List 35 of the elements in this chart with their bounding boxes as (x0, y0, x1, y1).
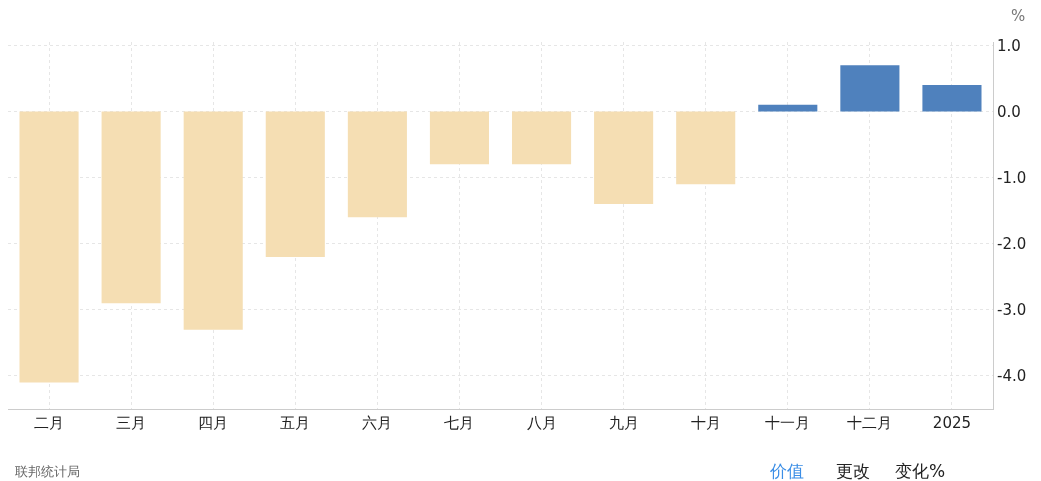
bar (758, 104, 818, 112)
bar (265, 111, 325, 257)
bar (183, 111, 243, 330)
y-axis-title: % (1011, 7, 1026, 25)
x-tick-label: 九月 (608, 414, 639, 432)
bar (594, 111, 654, 205)
bar (840, 65, 900, 112)
text: 更改 (836, 461, 870, 481)
x-tick-label: 六月 (362, 414, 393, 432)
bar (511, 111, 572, 165)
x-tick-label: 八月 (526, 414, 557, 432)
x-tick-label: 十二月 (847, 414, 893, 432)
bar (676, 111, 736, 185)
bar (19, 111, 79, 383)
text: 变化% (895, 461, 946, 481)
bar (922, 84, 982, 112)
text: 联邦统计局 (15, 464, 80, 479)
bar (101, 111, 161, 304)
y-tick-label: 1.0 (997, 36, 1021, 55)
x-tick-label: 五月 (280, 414, 311, 432)
bar (429, 111, 490, 165)
text: 价值 (769, 461, 804, 481)
x-tick-label: 三月 (116, 414, 147, 432)
y-tick-label: -4.0 (997, 367, 1027, 386)
y-tick-label: -3.0 (997, 301, 1027, 320)
y-tick-label: -2.0 (997, 234, 1027, 253)
y-tick-label: -1.0 (997, 168, 1027, 187)
x-tick-label: 十月 (690, 414, 721, 432)
x-tick-label: 2025 (932, 414, 972, 432)
bar (347, 111, 407, 218)
x-tick-label: 二月 (34, 414, 65, 432)
y-tick-label: 0.0 (997, 102, 1021, 121)
x-tick-label: 七月 (444, 414, 475, 432)
x-tick-label: 十一月 (765, 414, 811, 432)
x-tick-label: 四月 (198, 414, 229, 432)
